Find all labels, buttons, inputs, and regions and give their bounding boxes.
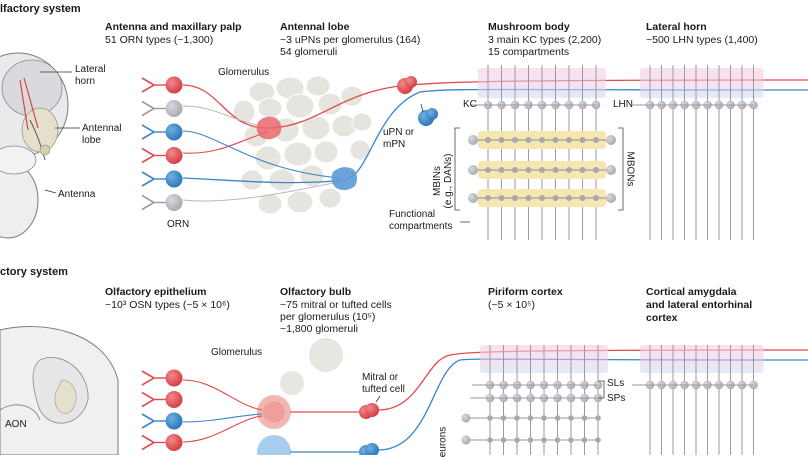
dendrite-fork-icon	[141, 147, 156, 164]
bulb-glomerulus-label: Glomerulus	[211, 347, 263, 358]
lhn-label: LHN	[613, 99, 634, 110]
epithelium-title: Olfactory epithelium	[105, 286, 207, 298]
orn-soma	[165, 194, 183, 211]
dendrite-fork-icon	[141, 370, 156, 386]
bulb-title: Olfactory bulb	[280, 286, 352, 298]
upn-label: uPN or mPN	[383, 127, 415, 150]
mbon-soma	[606, 135, 616, 145]
piriform-grid	[461, 345, 608, 455]
mbin-label: MBINs (e.g., DANs)	[432, 153, 454, 209]
input-band	[640, 68, 764, 98]
osn-soma	[165, 412, 183, 430]
dendrite-fork-icon	[141, 171, 156, 187]
sl-label: SLs	[607, 378, 625, 389]
dendrite-fork-icon	[141, 77, 156, 93]
glomerulus-blob	[285, 93, 315, 119]
aon-label: AON	[5, 419, 27, 430]
osn-soma	[165, 369, 183, 387]
glomerulus-blob	[313, 140, 339, 164]
neurons-label: eurons	[437, 426, 449, 457]
orn-soma	[165, 123, 183, 141]
amygdala-grid	[632, 345, 764, 455]
sp-label: SPs	[607, 393, 626, 404]
orn-label: ORN	[167, 219, 190, 230]
bulb-sub3: ~1,800 glomeruli	[280, 323, 358, 335]
amygdala-title-2: and lateral entorhinal	[646, 299, 753, 311]
glomerulus-blob	[317, 92, 343, 116]
orn-soma	[165, 100, 183, 117]
dendrite-fork-icon	[141, 194, 156, 211]
glomerulus-blob	[232, 99, 256, 125]
glomerulus-blob	[351, 112, 373, 132]
mushroom-body-sub1: 3 main KC types (2,200)	[488, 34, 602, 46]
orn-soma	[165, 170, 183, 188]
mammal-section-title: ctory system	[0, 266, 68, 278]
mushroom-body-grid	[468, 65, 616, 240]
blue-glomerulus	[331, 167, 358, 191]
kc-label: KC	[463, 99, 477, 110]
interneuron-soma	[461, 413, 471, 423]
osn-soma	[165, 434, 183, 451]
osn-soma	[165, 391, 183, 408]
orn-soma	[165, 76, 183, 94]
mbin-soma	[468, 193, 478, 203]
dendrite-fork-icon	[141, 434, 156, 451]
mbin-soma	[468, 135, 478, 145]
glomerulus-blob	[257, 193, 283, 215]
interneuron-soma	[461, 435, 471, 445]
dendrite-fork-icon	[141, 100, 156, 117]
amygdala-title-3: cortex	[646, 312, 678, 324]
dendrite-fork-icon	[141, 124, 156, 140]
red-glomerulus	[256, 116, 282, 140]
mushroom-body-sub2: 15 compartments	[488, 46, 570, 58]
mbon-label: MBONs	[624, 151, 636, 187]
antenna-column-title: Antenna and maxillary palp	[105, 21, 242, 33]
piriform-subtitle: (~5 × 10⁵)	[488, 299, 535, 311]
bulb-sub2: per glomerulus (10⁵)	[280, 311, 376, 323]
glomeruli-cluster	[232, 75, 373, 215]
antennal-lobe-brain-label: Antennal lobe	[82, 123, 122, 146]
bulb-glomerulus	[309, 338, 343, 372]
lateral-horn-subtitle: ~500 LHN types (1,400)	[646, 34, 758, 46]
glomerulus-blob	[286, 190, 314, 214]
input-band	[640, 345, 764, 373]
orn-soma	[165, 147, 183, 164]
amygdala-title-1: Cortical amygdala	[646, 286, 737, 298]
lateral-horn-title: Lateral horn	[646, 21, 707, 33]
compartments-label: Functional compartments	[389, 209, 453, 232]
antenna-brain-label: Antenna	[58, 189, 96, 200]
mitral-label: Mitral or tufted cell	[362, 372, 405, 395]
antennal-lobe-sub2: 54 glomeruli	[280, 46, 338, 58]
osn-column	[141, 369, 183, 451]
glomerulus-blob	[283, 141, 313, 167]
glomerulus-blob	[240, 169, 264, 191]
glomerulus-blob	[318, 187, 342, 209]
epithelium-subtitle: ~10³ OSN types (~5 × 10⁶)	[105, 299, 230, 311]
piriform-title: Piriform cortex	[488, 286, 563, 298]
mushroom-body-title: Mushroom body	[488, 21, 570, 33]
glomerulus-blob	[257, 97, 283, 119]
insect-section-title: lfactory system	[0, 3, 81, 15]
antenna-column-subtitle: 51 ORN types (~1,300)	[105, 34, 214, 46]
orn-column	[141, 76, 183, 211]
bulb-glomerulus-blue	[257, 435, 291, 455]
lateral-horn-grid	[632, 65, 764, 240]
dendrite-fork-icon	[141, 391, 156, 408]
fly-brain-illustration	[0, 52, 80, 239]
bulb-sub1: ~75 mitral or tufted cells	[280, 299, 392, 311]
glomerulus-label: Glomerulus	[218, 67, 270, 78]
mouse-brain-illustration	[0, 326, 119, 455]
lateral-horn-brain-label: Lateral horn	[75, 64, 106, 87]
glomerulus-blob	[305, 75, 331, 97]
mbon-soma	[606, 165, 616, 175]
antennal-lobe-sub1: ~3 uPNs per glomerulus (164)	[280, 34, 421, 46]
antennal-lobe-title: Antennal lobe	[280, 21, 350, 33]
glomerulus-blob	[254, 145, 282, 171]
mbin-soma	[468, 165, 478, 175]
glomerulus-blob	[268, 168, 296, 192]
mbon-soma	[606, 193, 616, 203]
dendrite-fork-icon	[141, 413, 156, 429]
